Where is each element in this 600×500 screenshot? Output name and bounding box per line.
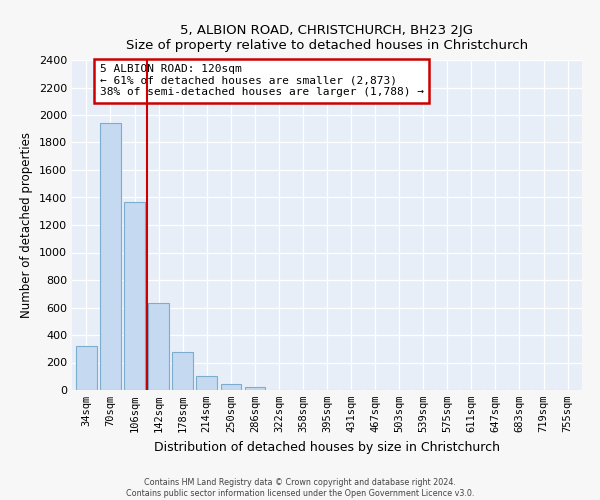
Y-axis label: Number of detached properties: Number of detached properties [20,132,34,318]
X-axis label: Distribution of detached houses by size in Christchurch: Distribution of detached houses by size … [154,440,500,454]
Text: Contains HM Land Registry data © Crown copyright and database right 2024.
Contai: Contains HM Land Registry data © Crown c… [126,478,474,498]
Text: 5 ALBION ROAD: 120sqm
← 61% of detached houses are smaller (2,873)
38% of semi-d: 5 ALBION ROAD: 120sqm ← 61% of detached … [100,64,424,98]
Bar [172,352,193,390]
Bar [124,202,145,390]
Bar [221,384,241,390]
Bar [148,304,169,390]
Title: 5, ALBION ROAD, CHRISTCHURCH, BH23 2JG
Size of property relative to detached hou: 5, ALBION ROAD, CHRISTCHURCH, BH23 2JG S… [126,24,528,52]
Bar [100,123,121,390]
Bar [196,376,217,390]
Bar [76,346,97,390]
Bar [245,386,265,390]
